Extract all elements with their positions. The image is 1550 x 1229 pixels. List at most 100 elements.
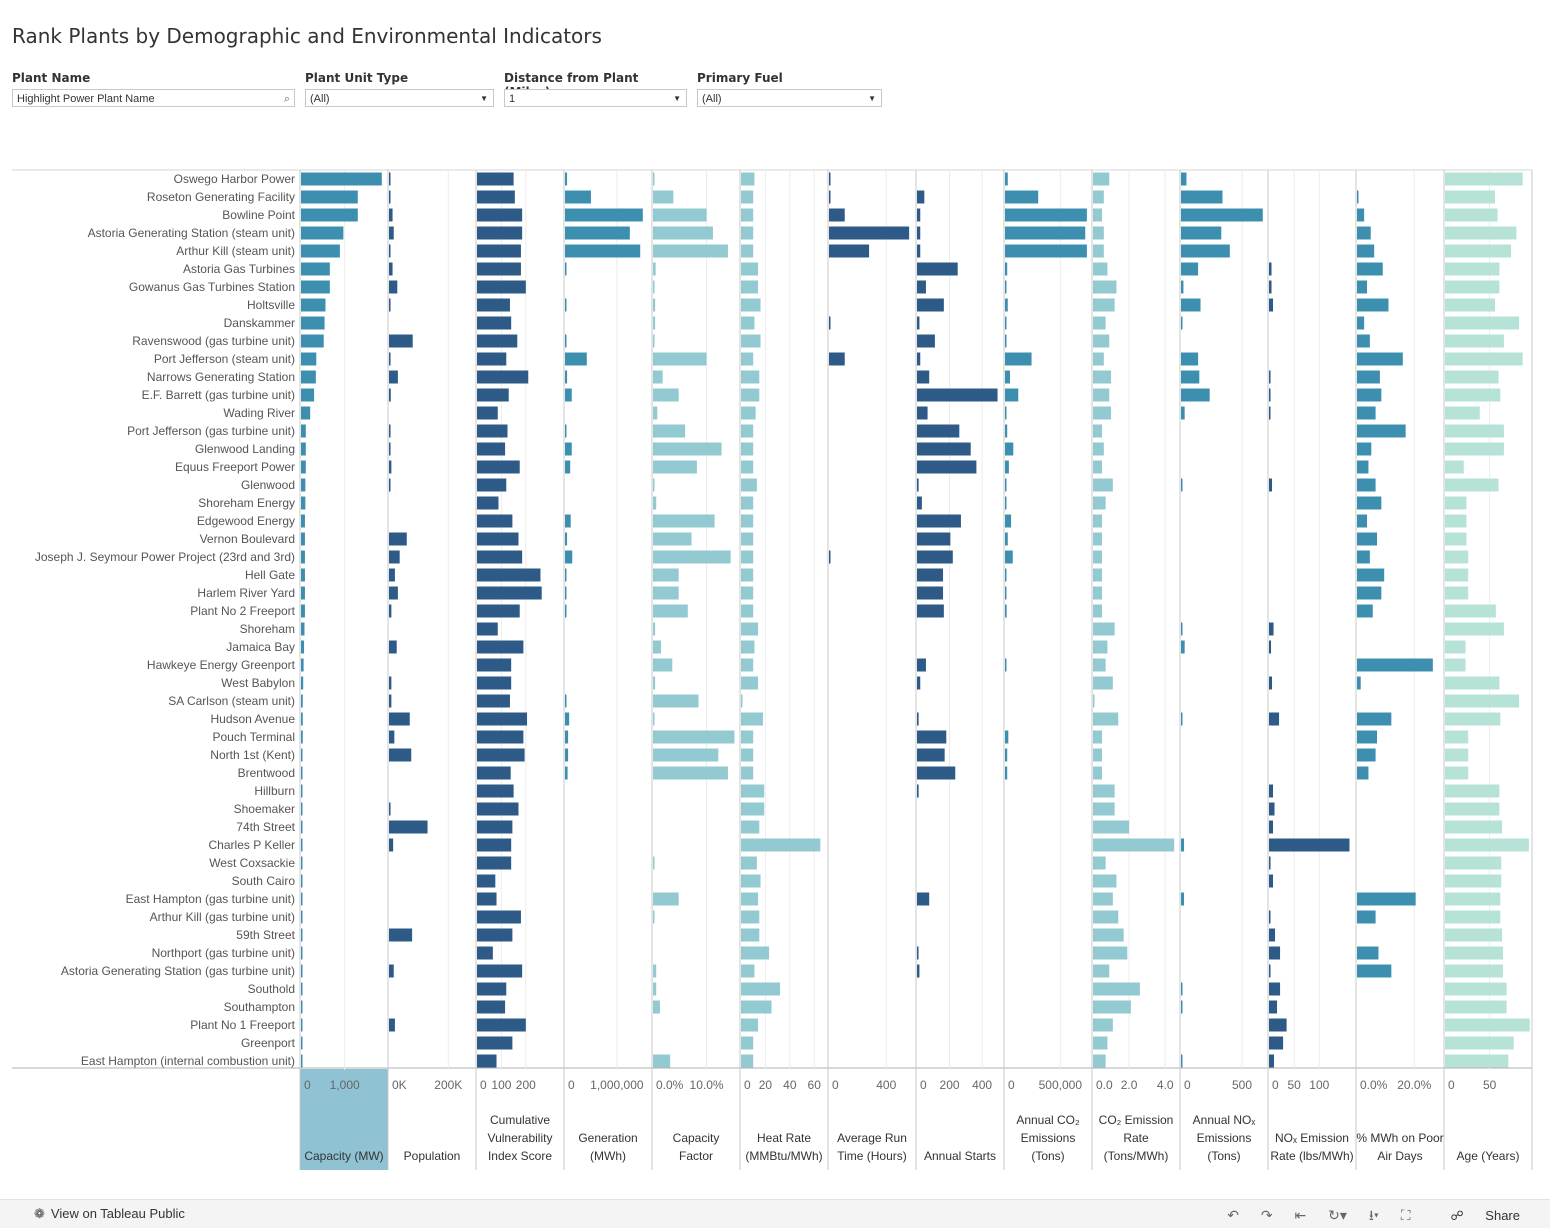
bar (477, 586, 542, 600)
bar (917, 478, 919, 492)
bar (301, 658, 304, 672)
bar (1445, 982, 1507, 996)
bar (1005, 766, 1008, 780)
bar (477, 388, 509, 402)
bar (477, 262, 521, 276)
plant-name-label: Southampton (224, 1000, 295, 1014)
bar (1357, 208, 1365, 222)
bar (1445, 172, 1523, 186)
bar (653, 496, 657, 510)
bar (1269, 946, 1281, 960)
bar (1357, 298, 1389, 312)
bar (565, 370, 568, 384)
plant-name-label: Arthur Kill (gas turbine unit) (150, 910, 295, 924)
bar (1181, 388, 1210, 402)
bar (1005, 604, 1007, 618)
download-icon[interactable]: ⭳▾ (1368, 1207, 1379, 1223)
bar (477, 424, 508, 438)
bar (1005, 460, 1009, 474)
bar (1093, 208, 1103, 222)
bar (1181, 406, 1185, 420)
primary-fuel-dropdown[interactable]: (All) ▼ (697, 89, 882, 107)
bar (1093, 352, 1104, 366)
tick-label: 4.0 (1157, 1078, 1174, 1092)
bar (653, 586, 679, 600)
plant-name-label: Harlem River Yard (197, 586, 295, 600)
bar (1445, 820, 1503, 834)
bar (301, 730, 303, 744)
bar (565, 172, 568, 186)
bar (301, 244, 340, 258)
refresh-icon[interactable]: ↻▾ (1328, 1207, 1347, 1223)
bar (1181, 298, 1201, 312)
bar (477, 208, 523, 222)
bar (1093, 460, 1103, 474)
tick-label: 0.0% (1360, 1078, 1388, 1092)
filter-distance: Distance from Plant (Miles) 1 ▼ (504, 71, 687, 107)
bar (477, 280, 526, 294)
bar (301, 1036, 303, 1050)
search-icon[interactable]: ⌕ (283, 93, 290, 105)
bar (1445, 910, 1501, 924)
bar (1269, 262, 1272, 276)
bar (301, 964, 303, 978)
bar (477, 334, 518, 348)
bar (477, 928, 513, 942)
share-button[interactable]: ☍ Share (1433, 1208, 1521, 1223)
bar (389, 550, 400, 564)
bar (1005, 730, 1009, 744)
bar (741, 1036, 754, 1050)
bar (1093, 370, 1112, 384)
redo-icon[interactable]: ↷ (1260, 1207, 1273, 1223)
view-on-tableau-link[interactable]: ❁ View on Tableau Public (34, 1206, 185, 1222)
bar (389, 694, 392, 708)
bar (917, 370, 930, 384)
bar (301, 298, 326, 312)
plant-unit-type-dropdown[interactable]: (All) ▼ (305, 89, 494, 107)
bar (301, 820, 303, 834)
bar (565, 226, 630, 240)
bar (917, 388, 998, 402)
filter-label: Primary Fuel (697, 71, 783, 85)
revert-icon[interactable]: ⇤ (1294, 1207, 1307, 1223)
bar (1445, 928, 1503, 942)
bar (1181, 640, 1185, 654)
bar (741, 208, 754, 222)
bar (477, 910, 521, 924)
plant-name-label: E.F. Barrett (gas turbine unit) (142, 388, 295, 402)
bar (917, 964, 920, 978)
bar (1445, 424, 1504, 438)
measure-header-label: Cumulative (490, 1113, 550, 1127)
tick-label: 0 (1448, 1078, 1455, 1092)
bar (1093, 280, 1117, 294)
bar (1445, 1054, 1509, 1068)
bar (301, 604, 305, 618)
bar (477, 748, 525, 762)
plant-name-search-input[interactable]: Highlight Power Plant Name ⌕ (12, 89, 295, 107)
undo-icon[interactable]: ↶ (1227, 1207, 1240, 1223)
bar (1445, 1036, 1514, 1050)
bar (741, 622, 759, 636)
plant-name-label: Ravenswood (gas turbine unit) (132, 334, 295, 348)
bar (1357, 424, 1406, 438)
bar (477, 1018, 526, 1032)
bar (653, 172, 655, 186)
bar (653, 442, 722, 456)
bar (301, 316, 325, 330)
plant-name-label: West Coxsackie (209, 856, 295, 870)
bar (1093, 244, 1104, 258)
bar (1445, 406, 1480, 420)
bar (565, 190, 591, 204)
bar (917, 712, 919, 726)
bar (741, 316, 755, 330)
bar (301, 712, 303, 726)
distance-dropdown[interactable]: 1 ▼ (504, 89, 687, 107)
fullscreen-icon[interactable]: ⛶ (1400, 1207, 1411, 1223)
bar (477, 856, 512, 870)
bar (653, 298, 656, 312)
bar (829, 550, 831, 564)
plant-name-label: North 1st (Kent) (210, 748, 295, 762)
bar (917, 280, 926, 294)
bar (301, 856, 303, 870)
bar (1357, 586, 1382, 600)
